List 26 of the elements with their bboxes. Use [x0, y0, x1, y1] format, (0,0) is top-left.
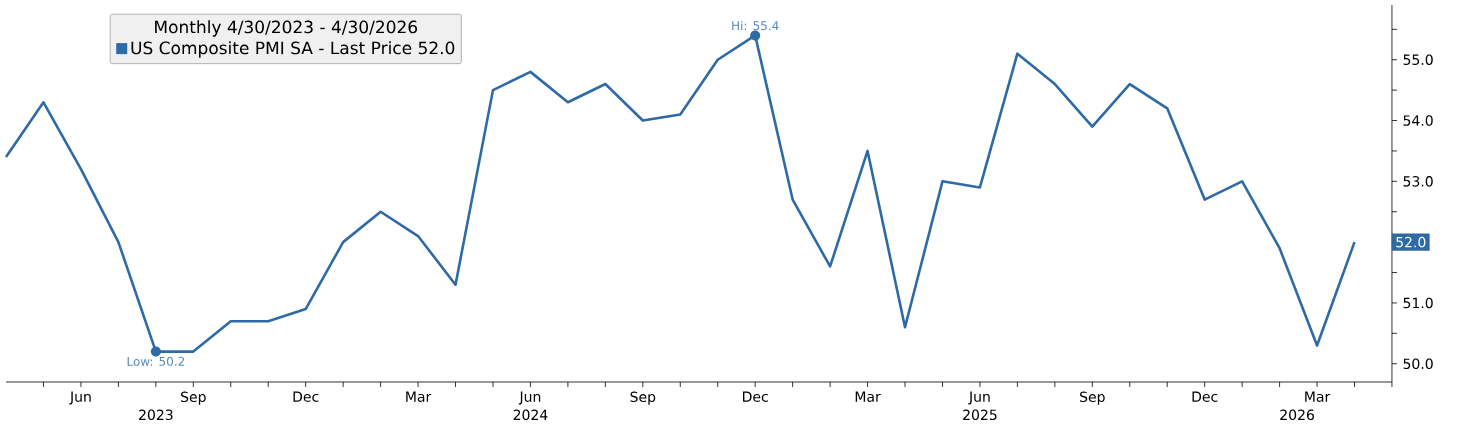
x-tick-label: Mar	[406, 391, 432, 402]
x-tick-label: Sep	[1080, 391, 1105, 405]
y-tick-label: 50.0	[1403, 358, 1433, 370]
x2-tick-label: 2025	[963, 409, 997, 421]
x-tick-label: Mar	[1305, 391, 1331, 402]
x-tick-label: Jun	[69, 391, 91, 405]
x-tick-label: Jun	[968, 391, 990, 405]
x-tick-label: Mar	[855, 391, 881, 402]
x2-tick-label: 2024	[513, 409, 548, 421]
annotation: Hi: 55.4	[732, 20, 779, 31]
legend-label: US Composite PMI SA - Last Price 52.0	[131, 41, 455, 58]
x-tick-label: Dec	[1192, 391, 1218, 402]
y-tick-label: 55.0	[1403, 54, 1433, 66]
y-tick-label: 54.0	[1403, 115, 1433, 126]
annotation: Low: 50.2	[127, 356, 185, 366]
legend-title: Monthly 4/30/2023 - 4/30/2026	[155, 20, 418, 37]
text: 52.0	[1396, 236, 1426, 248]
x-tick-label: Sep	[181, 391, 206, 405]
x2-tick-label: 2026	[1280, 409, 1314, 421]
x2-tick-label: 2023	[139, 409, 173, 421]
x-tick-label: Dec	[293, 391, 319, 402]
x-tick-label: Dec	[743, 391, 768, 402]
y-tick-label: 53.0	[1403, 176, 1433, 187]
y-tick-label: 51.0	[1403, 297, 1433, 309]
x-tick-label: Sep	[630, 391, 656, 405]
x-tick-label: Jun	[518, 391, 541, 405]
